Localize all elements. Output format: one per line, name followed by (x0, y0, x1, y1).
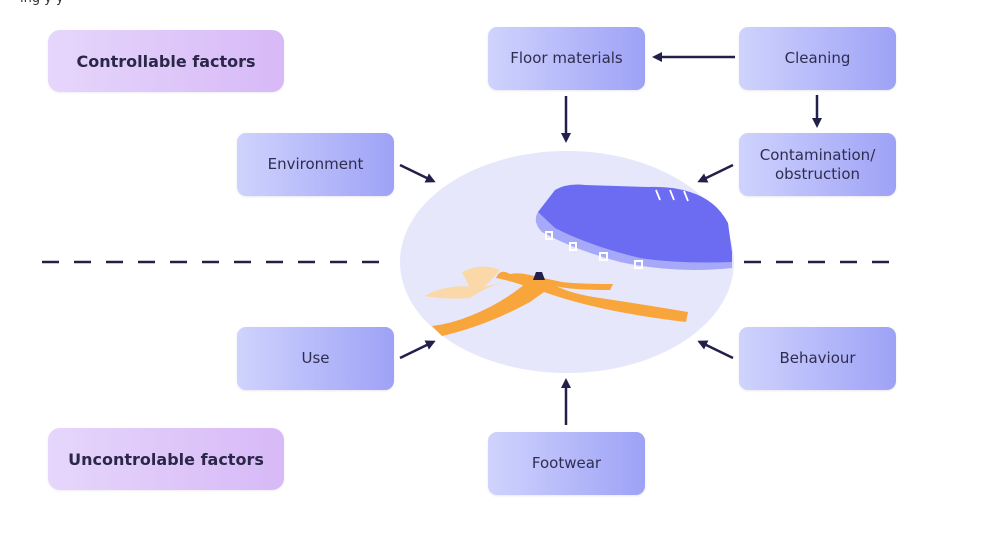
arrow-environment-to-center (399, 163, 436, 183)
shoe-icon (535, 184, 732, 270)
use-box: Use (237, 327, 394, 390)
cropped-header-text: ing y y (20, 0, 320, 5)
behaviour-box: Behaviour (739, 327, 896, 390)
environment-box: Environment (237, 133, 394, 196)
arrow-behaviour-to-center (697, 340, 734, 360)
contamination-box: Contamination/ obstruction (739, 133, 896, 196)
uncontrollable-factors-label: Uncontrolable factors (48, 428, 284, 490)
arrow-use-to-center (399, 340, 436, 360)
arrow-contamination-to-center (697, 163, 734, 183)
floor-materials-box: Floor materials (488, 27, 645, 90)
cleaning-box: Cleaning (739, 27, 896, 90)
controllable-factors-label: Controllable factors (48, 30, 284, 92)
footwear-box: Footwear (488, 432, 645, 495)
banana-peel-icon (424, 266, 688, 336)
